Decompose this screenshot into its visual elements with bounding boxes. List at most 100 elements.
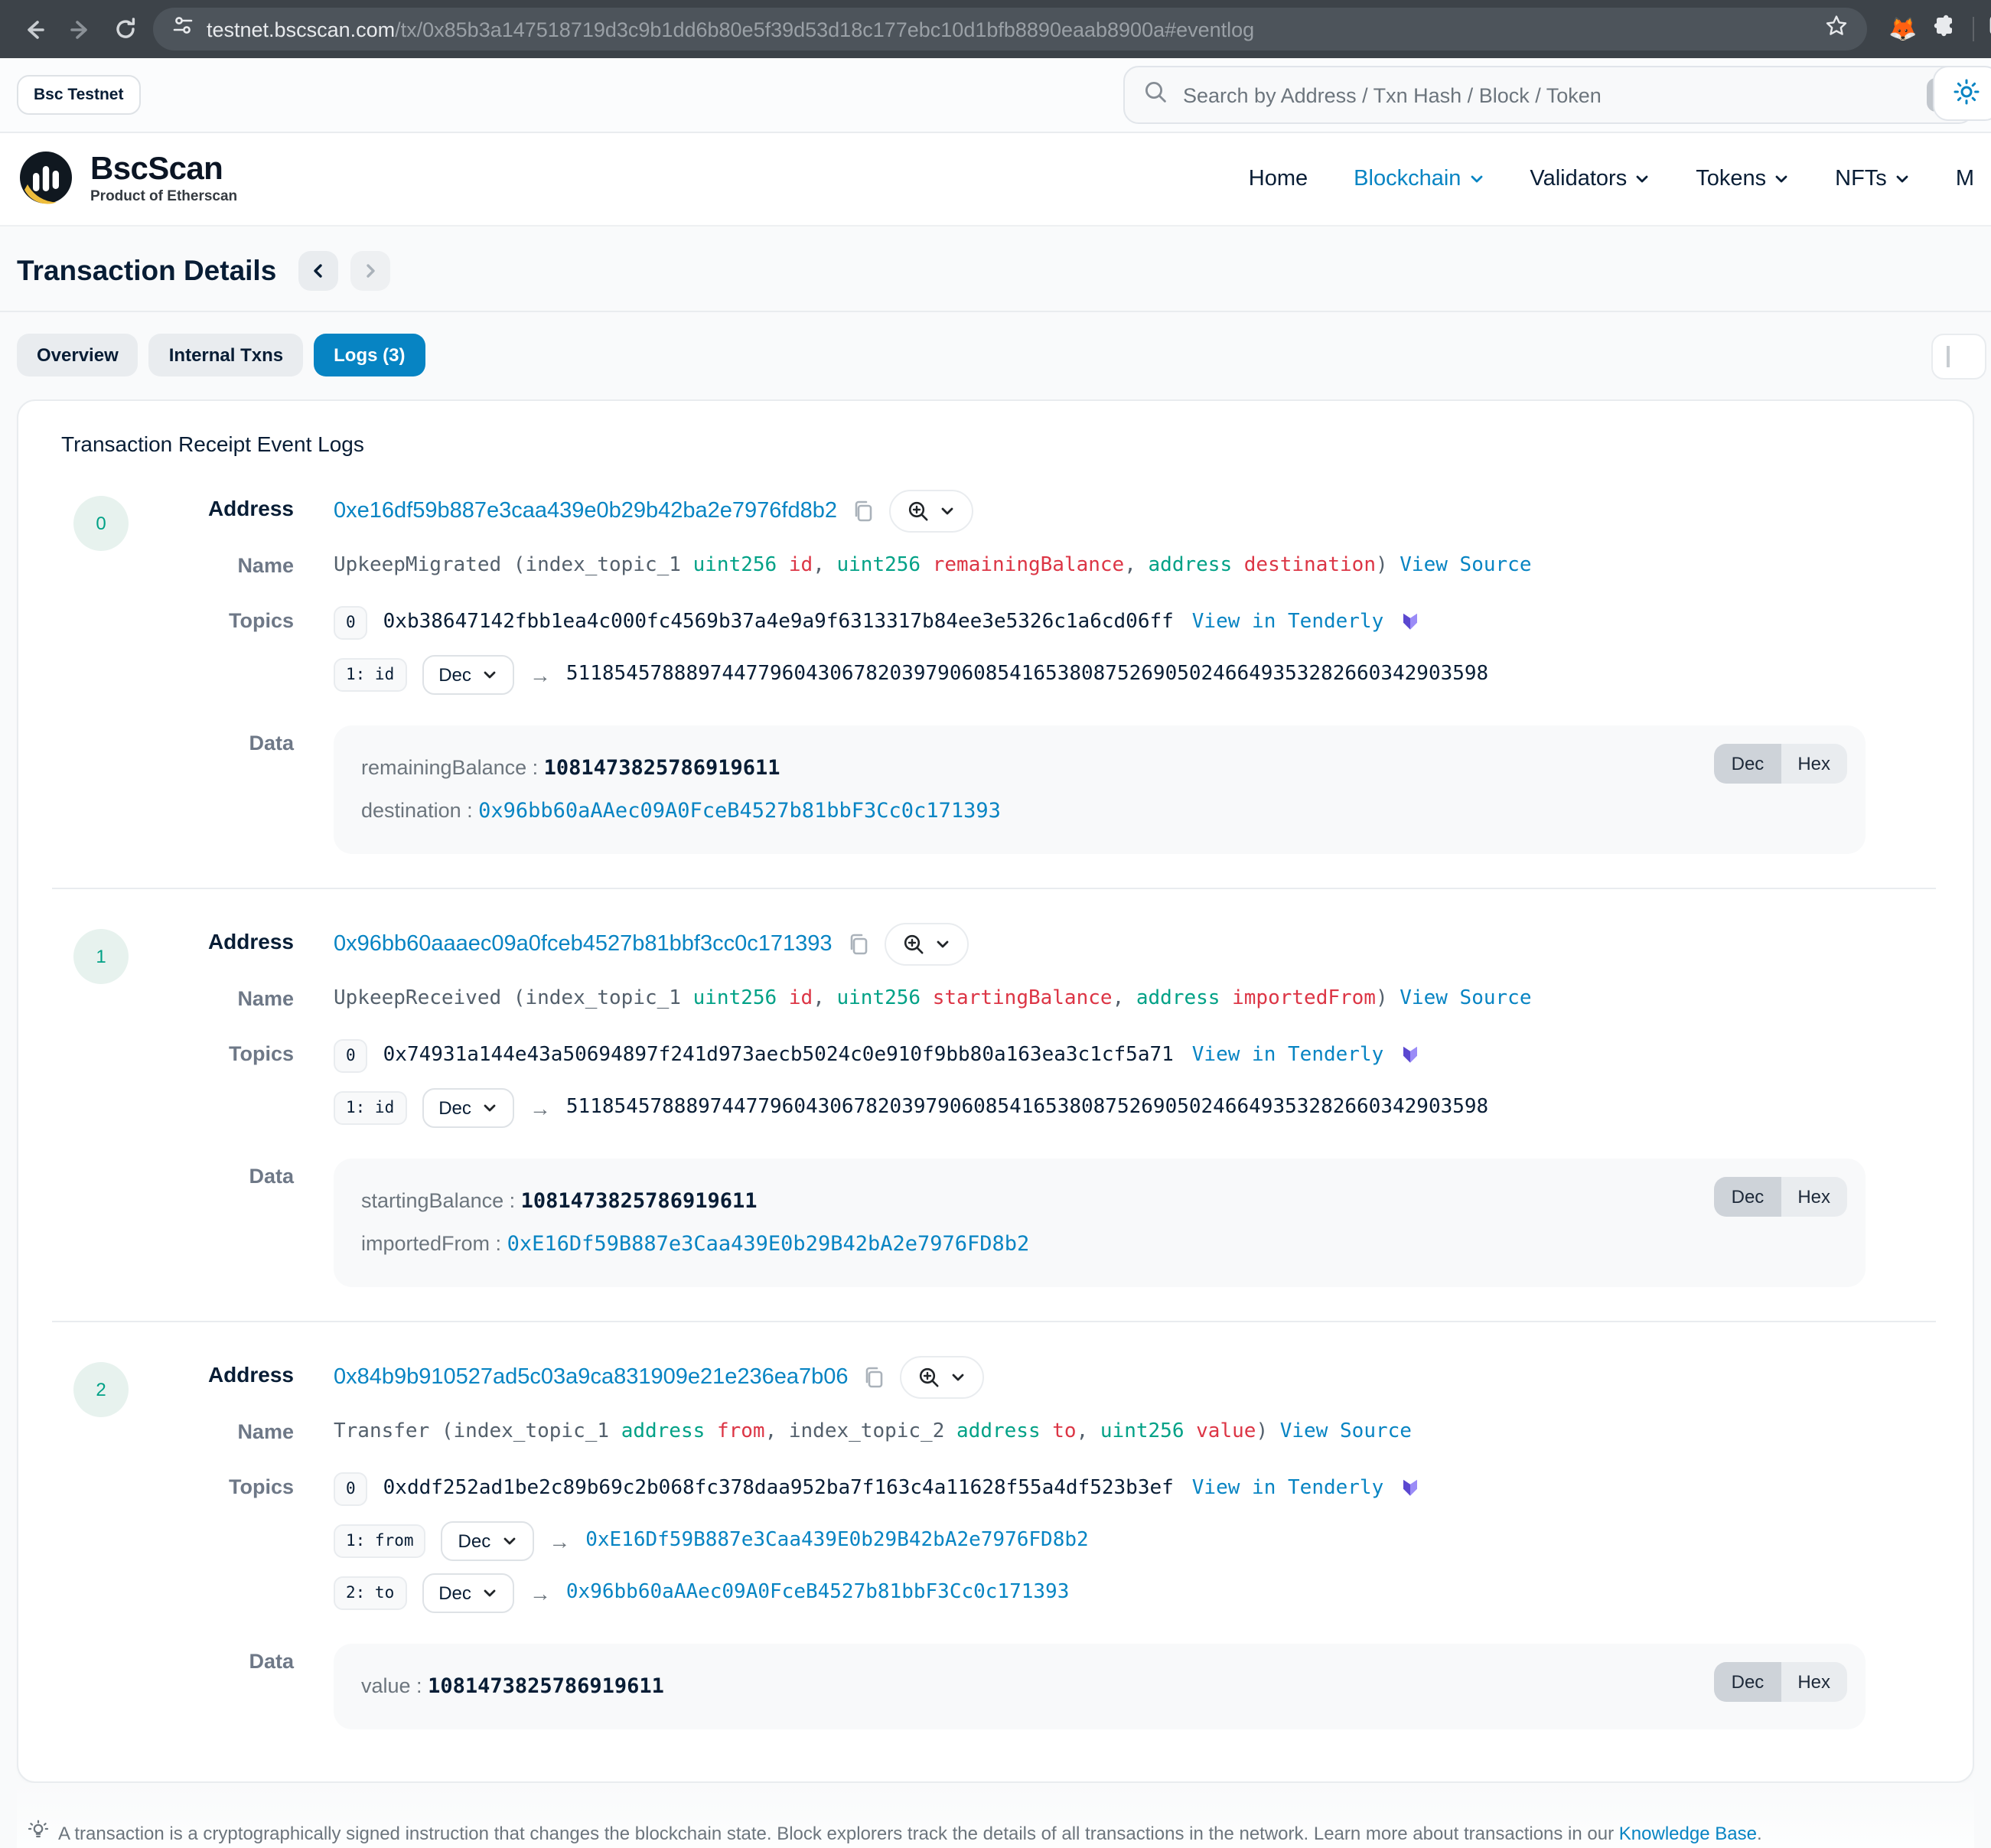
event-log-entry: 2 Address 0x84b9b910527ad5c03a9ca831909e… <box>52 1320 1936 1762</box>
copy-address-button[interactable] <box>851 499 875 523</box>
dec-toggle-button[interactable]: Dec <box>1714 1661 1781 1702</box>
browser-back-icon[interactable] <box>15 11 52 47</box>
nav-item-validators[interactable]: Validators <box>1530 167 1650 191</box>
nav-item-blockchain[interactable]: Blockchain <box>1354 167 1484 191</box>
magnifier-plus-icon <box>920 1367 940 1387</box>
browser-forward-icon[interactable] <box>61 11 98 47</box>
topic-value: 5118545788897447796043067820397906085416… <box>565 1096 1489 1120</box>
address-bar[interactable]: testnet.bscscan.com/tx/0x85b3a147518719d… <box>153 8 1867 51</box>
divider <box>1972 17 1974 41</box>
topic-index-badge: 1: id <box>334 1090 407 1125</box>
log-index-badge: 1 <box>73 928 129 984</box>
topic-decode-dropdown[interactable]: Dec <box>422 1573 514 1613</box>
tab-logs-3-[interactable]: Logs (3) <box>314 334 425 376</box>
theme-toggle-button[interactable] <box>1933 66 1991 121</box>
hex-toggle-button[interactable]: Hex <box>1781 1661 1847 1702</box>
chevron-down-icon <box>1471 175 1482 183</box>
view-source-link[interactable]: View Source <box>1279 1419 1412 1443</box>
data-line: importedFrom : 0xE16Df59B887e3Caa439E0b2… <box>361 1231 1030 1256</box>
topic-address-link[interactable]: 0x96bb60aAAec09A0FceB4527b81bbF3Cc0c1713… <box>565 1581 1070 1605</box>
dec-hex-toggle: Dec Hex <box>1714 743 1847 784</box>
zoom-address-button[interactable] <box>889 490 973 533</box>
arrow-right-icon: → <box>529 1095 551 1120</box>
log-address-link[interactable]: 0x96bb60aaaec09a0fceb4527b81bbf3cc0c1713… <box>334 931 833 957</box>
nav-item-tokens[interactable]: Tokens <box>1696 167 1789 191</box>
data-address-link[interactable]: 0xE16Df59B887e3Caa439E0b29B42bA2e7976FD8… <box>507 1231 1030 1256</box>
bookmark-star-icon[interactable] <box>1824 13 1849 45</box>
zoom-address-button[interactable] <box>884 922 969 966</box>
prev-txn-button[interactable] <box>298 251 338 291</box>
tenderly-icon <box>1403 614 1418 631</box>
topic-address-link[interactable]: 0xE16Df59B887e3Caa439E0b29B42bA2e7976FD8… <box>585 1529 1089 1553</box>
dec-toggle-button[interactable]: Dec <box>1714 743 1781 784</box>
metamask-icon[interactable]: 🦊 <box>1888 16 1918 42</box>
extensions-puzzle-icon[interactable] <box>1932 13 1957 45</box>
browser-reload-icon[interactable] <box>107 11 144 47</box>
view-source-link[interactable]: View Source <box>1400 986 1532 1010</box>
main-header: BscScan Product of Etherscan Home Blockch… <box>0 133 1991 227</box>
topic-value: 5118545788897447796043067820397906085416… <box>565 663 1489 686</box>
data-address-link[interactable]: 0x96bb60aAAec09A0FceB4527b81bbF3Cc0c1713… <box>478 798 1001 823</box>
log-address-link[interactable]: 0xe16df59b887e3caa439e0b29b42ba2e7976fd8… <box>334 499 837 523</box>
topic-row: 2: to Dec → 0x96bb60aAAec09A0FceB4527b81bbF… <box>334 1573 1936 1613</box>
event-logs-card: Transaction Receipt Event Logs 0 Address… <box>17 399 1974 1783</box>
search-icon <box>1143 79 1168 111</box>
name-label: Name <box>237 554 294 577</box>
nav-item-home[interactable]: Home <box>1248 167 1308 191</box>
chevron-down-icon <box>503 1537 515 1544</box>
address-label: Address <box>207 1361 294 1387</box>
card-title: Transaction Receipt Event Logs <box>61 432 364 456</box>
chevron-down-icon <box>1896 175 1908 183</box>
topic-decode-dropdown[interactable]: Dec <box>441 1520 534 1561</box>
bscscan-logo-icon <box>20 152 72 204</box>
partial-button[interactable] <box>1931 334 1986 380</box>
tab-overview[interactable]: Overview <box>17 334 138 376</box>
tab-internal-txns[interactable]: Internal Txns <box>148 334 304 376</box>
data-value: 1081473825786919611 <box>428 1674 664 1699</box>
search-bar[interactable]: / <box>1123 66 1974 124</box>
data-box: startingBalance : 1081473825786919611 imp… <box>334 1158 1866 1287</box>
event-signature: UpkeepMigrated (index_topic_1 uint256 id… <box>334 554 1532 577</box>
copy-address-button[interactable] <box>862 1364 887 1389</box>
topic-decode-dropdown[interactable]: Dec <box>422 1087 514 1128</box>
chevron-down-icon <box>1636 175 1648 183</box>
hex-toggle-button[interactable]: Hex <box>1781 743 1847 784</box>
topic-decode-dropdown[interactable]: Dec <box>422 654 514 695</box>
arrow-right-icon: → <box>529 1580 551 1605</box>
dec-toggle-button[interactable]: Dec <box>1714 1176 1781 1217</box>
side-panel-icon[interactable] <box>1989 14 1991 44</box>
copy-address-button[interactable] <box>846 932 871 957</box>
topic-hash: 0xb38647142fbb1ea4c000fc4569b37a4e9a9f63… <box>383 611 1174 634</box>
network-badge[interactable]: Bsc Testnet <box>17 75 141 115</box>
view-in-tenderly-link[interactable]: View in Tenderly <box>1191 611 1384 634</box>
knowledge-base-link[interactable]: Knowledge Base <box>1618 1822 1757 1844</box>
view-in-tenderly-link[interactable]: View in Tenderly <box>1191 1044 1384 1067</box>
zoom-address-button[interactable] <box>900 1355 985 1399</box>
bscscan-logo[interactable]: BscScan Product of Etherscan <box>17 148 237 210</box>
hex-toggle-button[interactable]: Hex <box>1781 1176 1847 1217</box>
view-in-tenderly-link[interactable]: View in Tenderly <box>1191 1477 1384 1501</box>
next-txn-button[interactable] <box>350 251 390 291</box>
data-line: startingBalance : 1081473825786919611 <box>361 1188 758 1214</box>
nav-item-nfts[interactable]: NFTs <box>1835 167 1910 191</box>
data-line: remainingBalance : 1081473825786919611 <box>361 755 780 781</box>
data-label: Data <box>249 1164 294 1188</box>
search-input[interactable] <box>1180 82 1914 108</box>
topic-row: 0 0xddf252ad1be2c89b69c2b068fc378daa952ba… <box>334 1468 1936 1508</box>
page-title: Transaction Details <box>17 254 277 286</box>
view-source-link[interactable]: View Source <box>1400 554 1532 577</box>
url-text[interactable]: testnet.bscscan.com/tx/0x85b3a147518719d… <box>207 18 1255 41</box>
log-address-link[interactable]: 0x84b9b910527ad5c03a9ca831909e21e236ea7b… <box>334 1364 849 1390</box>
sun-icon <box>1953 77 1980 109</box>
event-log-entry: 1 Address 0x96bb60aaaec09a0fceb4527b81bb… <box>52 887 1936 1321</box>
topic-index-badge: 1: from <box>334 1524 426 1558</box>
topic-index-badge: 0 <box>334 1472 368 1506</box>
event-signature: UpkeepReceived (index_topic_1 uint256 id… <box>334 986 1532 1010</box>
brand-tagline: Product of Etherscan <box>90 188 238 205</box>
site-settings-icon[interactable] <box>171 14 194 44</box>
chevron-down-icon <box>1775 175 1787 183</box>
data-value: 1081473825786919611 <box>520 1188 758 1214</box>
topics-label: Topics <box>228 1041 294 1065</box>
nav-item-m[interactable]: M <box>1955 167 1974 191</box>
tab-bar: Overview Internal Txns Logs (3) <box>17 334 1986 380</box>
